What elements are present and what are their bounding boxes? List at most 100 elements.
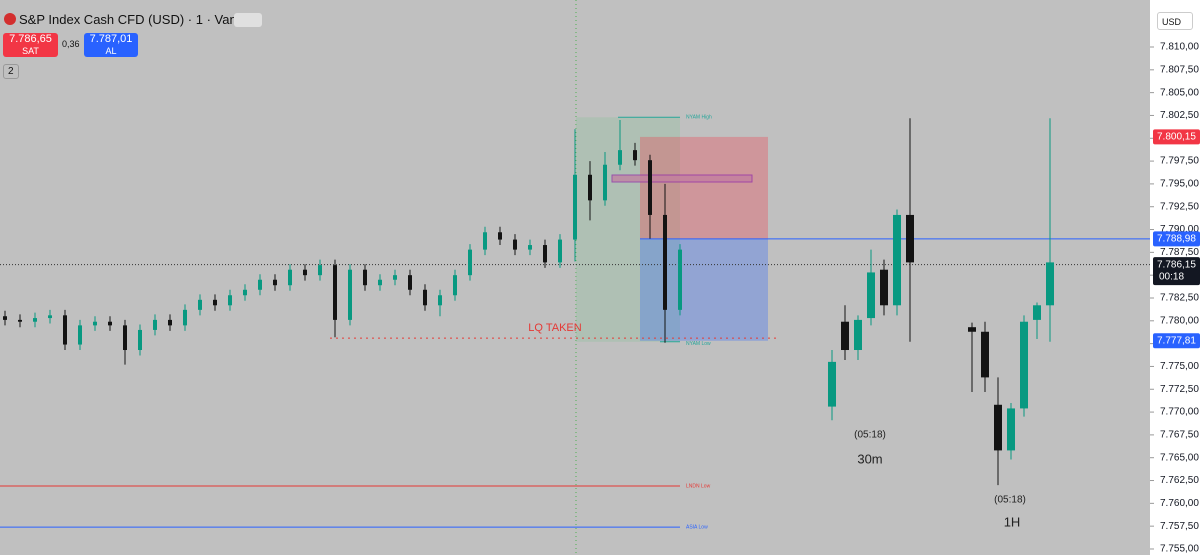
candle-body (348, 269, 352, 320)
level-label: LNDN Low (686, 483, 711, 489)
candle-body (906, 214, 914, 263)
candle-body (183, 309, 187, 326)
candle-body (303, 269, 307, 276)
y-tick-label: 7.792,50 (1160, 201, 1199, 212)
candle-body (288, 269, 292, 286)
candle-body (228, 295, 232, 306)
candle-body (880, 269, 888, 306)
timeframe-label: 30m (857, 451, 882, 466)
symbol-title[interactable]: S&P Index Cash CFD (USD) · 1 · Vantage (19, 12, 263, 27)
candle-body (48, 315, 52, 319)
indicator-toggle[interactable]: 2 (3, 64, 19, 79)
candle-body (603, 164, 607, 201)
candle-body (153, 319, 157, 330)
y-tick-label: 7.805,00 (1160, 87, 1199, 98)
candle-body (558, 239, 562, 263)
buy-price: 7.787,01 (89, 33, 133, 45)
candle-body (138, 329, 142, 351)
candle-body (33, 318, 37, 322)
candle-body (854, 319, 862, 351)
y-tick-label: 7.760,00 (1160, 498, 1199, 509)
candle-body (213, 299, 217, 306)
candle-body (498, 232, 502, 240)
candle-body (3, 316, 7, 320)
currency-select[interactable]: USD (1157, 12, 1193, 30)
highlight-zone (611, 174, 753, 183)
y-tick-label: 7.795,00 (1160, 179, 1199, 190)
level-label: NYAM Low (686, 341, 711, 347)
sell-button[interactable]: 7.786,65 SAT (3, 33, 58, 57)
y-tick-label: 7.755,00 (1160, 544, 1199, 555)
candle-body (893, 214, 901, 306)
candle-body (78, 325, 82, 345)
level-label: NYAM High (686, 115, 712, 121)
candle-body (423, 289, 427, 306)
y-tick-label: 7.757,50 (1160, 521, 1199, 532)
candle-body (633, 150, 637, 161)
candle-body (18, 319, 22, 322)
candle-body (123, 325, 127, 351)
candle-body (1046, 262, 1054, 306)
y-tick-label: 7.802,50 (1160, 110, 1199, 121)
candle-body (393, 275, 397, 280)
candle-body (168, 319, 172, 326)
candle-body (663, 214, 667, 310)
y-tick-label: 7.765,00 (1160, 452, 1199, 463)
timeframe-time: (05:18) (854, 430, 886, 441)
price-badge-label: 7.788,98 (1157, 233, 1196, 244)
candle-body (573, 174, 577, 240)
candle-body (867, 272, 875, 319)
candle-body (618, 150, 622, 165)
candle-body (543, 245, 547, 263)
y-tick-label: 7.767,50 (1160, 430, 1199, 441)
sell-label: SAT (22, 46, 39, 56)
level-label: LQ TAKEN (528, 322, 581, 334)
candle-body (968, 327, 976, 332)
price-badge (1153, 333, 1200, 349)
sell-price: 7.786,65 (9, 33, 52, 45)
status-icons[interactable] (234, 13, 262, 27)
stop-zone (640, 136, 768, 239)
session-box (576, 117, 680, 342)
candle-body (678, 249, 682, 310)
target-zone (640, 238, 768, 341)
y-tick-label: 7.780,00 (1160, 315, 1199, 326)
candle-body (483, 232, 487, 250)
candle-body (408, 275, 412, 290)
candle-body (828, 361, 836, 407)
buy-button[interactable]: 7.787,01 AL (84, 33, 138, 57)
timeframe-label: 1H (1004, 514, 1021, 529)
candle-body (841, 321, 849, 351)
candle-body (1020, 321, 1028, 409)
symbol-logo[interactable] (4, 13, 16, 25)
level-label: ASIA Low (686, 524, 708, 530)
candle-body (1033, 305, 1041, 320)
candle-body (1007, 408, 1015, 451)
candle-body (318, 265, 322, 276)
spread: 0,36 (62, 39, 80, 49)
y-tick-label: 7.810,00 (1160, 42, 1199, 53)
candle-body (243, 289, 247, 296)
candle-body (258, 279, 262, 290)
y-tick-label: 7.797,50 (1160, 156, 1199, 167)
y-tick-label: 7.807,50 (1160, 64, 1199, 75)
price-countdown: 00:18 (1159, 271, 1184, 282)
timeframe-time: (05:18) (994, 495, 1026, 506)
price-badge (1153, 257, 1200, 286)
candle-body (273, 279, 277, 286)
y-tick-label: 7.775,00 (1160, 361, 1199, 372)
candle-body (198, 299, 202, 310)
candle-body (648, 160, 652, 215)
candle-body (378, 279, 382, 286)
price-badge (1153, 231, 1200, 247)
price-badge-label: 7.777,81 (1157, 335, 1196, 346)
candle-body (513, 239, 517, 250)
candle-body (994, 404, 1002, 451)
candle-body (93, 321, 97, 326)
y-tick-label: 7.772,50 (1160, 384, 1199, 395)
candle-body (588, 174, 592, 201)
y-tick-label: 7.790,00 (1160, 224, 1199, 235)
candle-body (363, 269, 367, 286)
